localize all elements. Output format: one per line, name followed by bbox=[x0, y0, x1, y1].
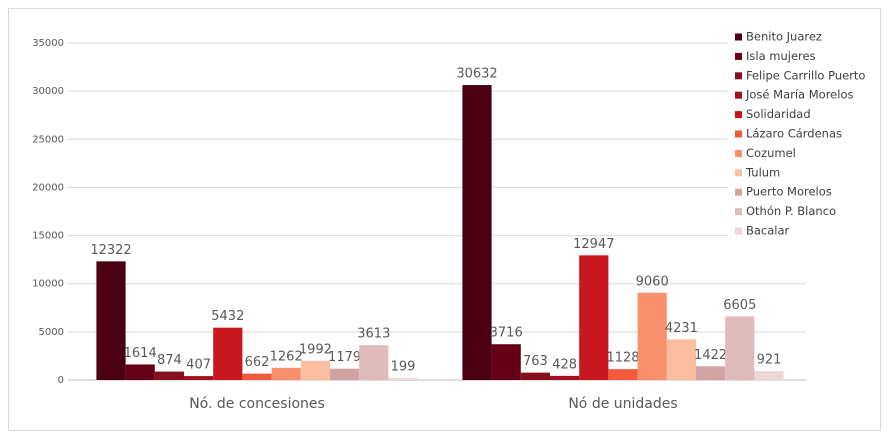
legend-swatch bbox=[735, 188, 742, 196]
bar bbox=[608, 369, 638, 380]
bar bbox=[491, 344, 521, 380]
legend-swatch bbox=[735, 208, 742, 216]
y-tick-label: 35000 bbox=[32, 38, 64, 49]
legend-swatch bbox=[735, 52, 742, 60]
legend-label: Cozumel bbox=[746, 146, 796, 160]
bar bbox=[520, 372, 550, 380]
bar bbox=[330, 368, 360, 380]
bar bbox=[579, 255, 609, 380]
bar bbox=[462, 85, 492, 380]
legend-label: Puerto Morelos bbox=[746, 185, 832, 199]
legend-label: Benito Juarez bbox=[746, 30, 822, 44]
value-label: 3716 bbox=[490, 326, 523, 341]
legend-swatch bbox=[735, 72, 742, 80]
bar bbox=[300, 360, 330, 380]
x-tick-label: Nó. de concesiones bbox=[189, 396, 325, 412]
y-tick-label: 10000 bbox=[32, 279, 64, 290]
bar bbox=[213, 327, 243, 380]
legend-swatch bbox=[735, 33, 742, 41]
value-label: 1614 bbox=[124, 346, 157, 361]
legend-swatch bbox=[735, 130, 742, 138]
value-label: 1179 bbox=[328, 350, 361, 365]
legend-swatch bbox=[735, 91, 742, 99]
legend-label: Bacalar bbox=[746, 224, 790, 238]
value-label: 921 bbox=[757, 353, 782, 368]
bar bbox=[754, 371, 784, 380]
value-label: 1262 bbox=[270, 349, 303, 364]
bar bbox=[696, 366, 726, 380]
legend-label: Othón P. Blanco bbox=[746, 204, 836, 218]
value-label: 874 bbox=[157, 353, 182, 368]
y-tick-label: 25000 bbox=[32, 134, 64, 145]
bar bbox=[550, 375, 580, 380]
legend-label: Felipe Carrillo Puerto bbox=[746, 68, 865, 82]
legend-swatch bbox=[735, 227, 742, 235]
y-tick-label: 5000 bbox=[39, 327, 64, 338]
bar bbox=[359, 345, 389, 380]
bar bbox=[666, 339, 696, 380]
value-label: 12947 bbox=[573, 237, 614, 252]
value-label: 1422 bbox=[694, 348, 727, 363]
y-tick-label: 20000 bbox=[32, 182, 64, 193]
legend-label: José María Morelos bbox=[745, 88, 853, 102]
value-label: 662 bbox=[245, 355, 270, 370]
value-label: 1128 bbox=[606, 351, 639, 366]
legend-label: Tulum bbox=[745, 165, 780, 179]
bar bbox=[242, 373, 272, 380]
value-label: 5432 bbox=[211, 309, 244, 324]
bar bbox=[184, 376, 214, 380]
bar bbox=[154, 371, 184, 380]
legend-label: Solidaridad bbox=[746, 107, 811, 121]
value-label: 9060 bbox=[636, 274, 669, 289]
legend-label: Isla mujeres bbox=[746, 49, 816, 63]
y-tick-label: 0 bbox=[58, 375, 64, 386]
value-label: 199 bbox=[391, 360, 416, 375]
legend-swatch bbox=[735, 169, 742, 177]
y-tick-label: 30000 bbox=[32, 86, 64, 97]
bar bbox=[637, 292, 667, 380]
y-tick-label: 15000 bbox=[32, 231, 64, 242]
bar bbox=[388, 378, 418, 380]
legend-background bbox=[728, 28, 880, 260]
value-label: 6605 bbox=[723, 298, 756, 313]
value-label: 3613 bbox=[357, 327, 390, 342]
legend-swatch bbox=[735, 111, 742, 119]
bar bbox=[125, 364, 155, 380]
bar bbox=[271, 367, 301, 380]
value-label: 428 bbox=[552, 357, 577, 372]
value-label: 763 bbox=[523, 354, 548, 369]
value-label: 30632 bbox=[456, 67, 497, 82]
legend-swatch bbox=[735, 149, 742, 157]
value-label: 1992 bbox=[299, 342, 332, 357]
bar bbox=[725, 316, 755, 380]
value-label: 407 bbox=[186, 358, 211, 373]
legend-label: Lázaro Cárdenas bbox=[746, 127, 842, 141]
bar bbox=[96, 261, 126, 380]
value-label: 12322 bbox=[90, 243, 131, 258]
x-tick-label: Nó de unidades bbox=[568, 396, 677, 412]
value-label: 4231 bbox=[665, 321, 698, 336]
